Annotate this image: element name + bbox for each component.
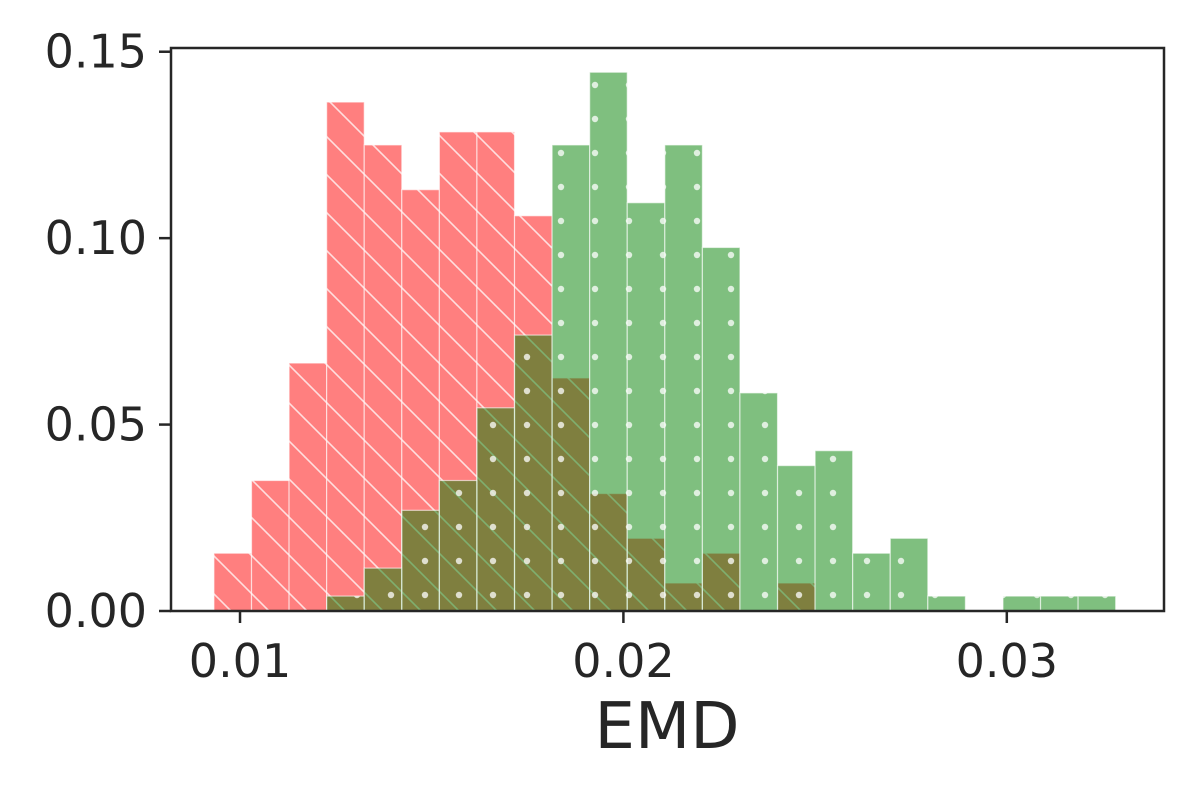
- y-tick-label: 0.05: [45, 398, 147, 452]
- series-0-bar-3-hatch: [326, 102, 365, 611]
- series-1-bar-4-hatch: [476, 407, 515, 611]
- x-tick-label: 0.01: [189, 634, 291, 688]
- x-axis: 0.01 0.02 0.03: [189, 611, 1058, 688]
- series-1-bar-5-hatch: [514, 335, 553, 611]
- series-1-bar-1-hatch: [364, 568, 402, 611]
- x-tick-label: 0.02: [572, 634, 674, 688]
- plot-frame: [169, 46, 1166, 613]
- series-0-bar-2-hatch: [289, 363, 327, 611]
- series-1-bar-8-hatch: [627, 202, 665, 611]
- series-1-bar-6-hatch: [552, 144, 590, 611]
- series-1-bar-15-hatch: [890, 538, 928, 611]
- series-1-bar-9-hatch: [664, 144, 703, 611]
- series-1-bar-2-hatch: [401, 510, 440, 611]
- series-1-bar-13-hatch: [815, 450, 853, 611]
- series-1-bar-7-hatch: [589, 72, 628, 611]
- series-1-bar-16-hatch: [927, 596, 966, 611]
- series-0-bar-0-hatch: [213, 553, 252, 611]
- series-0-bar-1-hatch: [251, 480, 290, 611]
- series-1-bar-0-hatch: [326, 596, 365, 611]
- series-1-bar-10-hatch: [702, 247, 740, 611]
- y-tick-label: 0.00: [45, 584, 147, 638]
- series-1-bar-3-hatch: [439, 480, 477, 611]
- y-axis: 0.00 0.05 0.10 0.15: [45, 25, 171, 638]
- series-1-bar-18-hatch: [1002, 596, 1041, 611]
- x-tick-label: 0.03: [956, 634, 1058, 688]
- series-1-bar-14-hatch: [852, 553, 891, 611]
- series-1-bar-11-hatch: [739, 392, 778, 611]
- series-1-bar-12-hatch: [777, 465, 816, 611]
- series-1-bar-20-hatch: [1078, 596, 1116, 611]
- x-axis-title: EMD: [595, 690, 740, 764]
- series-0-bar-4-hatch: [364, 144, 402, 611]
- bars-layer: [213, 71, 1117, 612]
- series-1-bar-19-hatch: [1040, 596, 1079, 611]
- y-tick-label: 0.10: [45, 211, 147, 265]
- y-tick-label: 0.15: [45, 25, 147, 79]
- series-1: [326, 71, 1117, 612]
